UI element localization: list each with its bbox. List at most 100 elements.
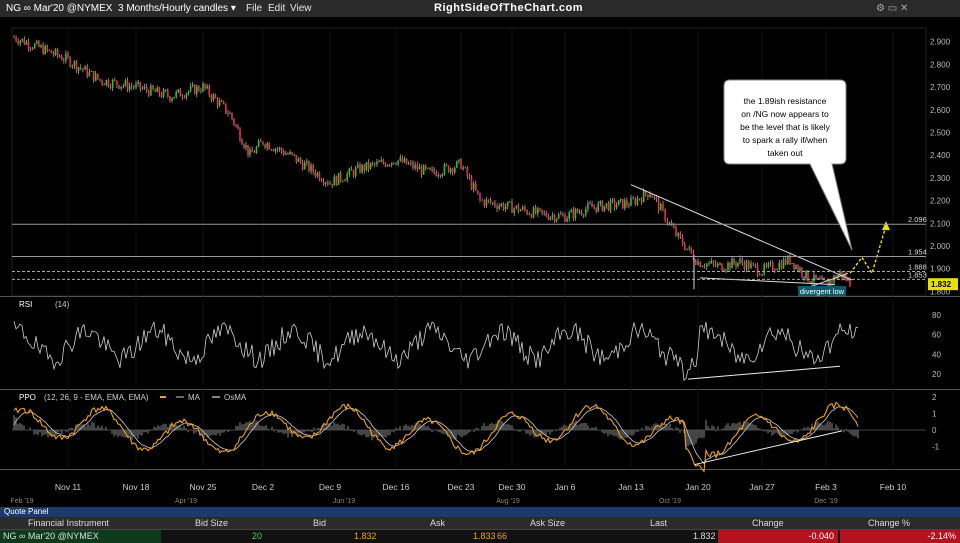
x-tick-label-12: Feb 3	[815, 482, 837, 492]
candle-body-246	[530, 214, 533, 218]
candle-body-28	[71, 65, 74, 67]
osma-bar-284	[283, 430, 285, 435]
candle-body-178	[386, 164, 389, 167]
osma-bar-632	[631, 430, 633, 436]
osma-bar-820	[819, 423, 821, 430]
osma-bar-404	[403, 425, 405, 430]
candle-body-309	[662, 204, 664, 210]
candle-body-121	[266, 143, 268, 148]
candle-body-82	[185, 93, 188, 98]
candle-body-354	[759, 274, 761, 276]
candle-body-90	[202, 83, 204, 92]
osma-bar-582	[581, 423, 583, 430]
candle-body-73	[167, 91, 169, 97]
col-ask-size: Ask Size	[530, 518, 566, 528]
candle-body-238	[513, 208, 515, 213]
candle-body-273	[587, 203, 589, 210]
candle-body-33	[82, 68, 84, 70]
candle-body-255	[549, 216, 552, 220]
menu-edit[interactable]: Edit	[268, 3, 286, 14]
menu-view[interactable]: View	[290, 3, 312, 14]
osma-bar-450	[449, 430, 451, 437]
candle-body-368	[789, 255, 791, 264]
osma-bar-348	[347, 425, 349, 430]
window-controls-icon[interactable]: ⚙ ▭ ✕	[876, 3, 909, 14]
rsi-tick-label-1: 60	[932, 331, 941, 340]
candle-body-4	[21, 38, 24, 41]
candle-body-170	[369, 163, 372, 169]
osma-bar-476	[475, 427, 477, 430]
candle-body-147	[320, 179, 323, 182]
candle-body-212	[458, 159, 460, 162]
row-change: -0.040	[718, 530, 838, 543]
osma-bar-242	[241, 424, 243, 430]
osma-bar-798	[797, 430, 799, 433]
candle-body-293	[628, 205, 630, 207]
osma-bar-376	[375, 430, 377, 436]
osma-bar-286	[285, 430, 287, 434]
candle-body-108	[239, 128, 241, 141]
symbol-selector[interactable]: NG ∞ Mar'20 @NYMEX	[6, 3, 113, 14]
candle-body-339	[727, 262, 729, 270]
osma-bar-686	[685, 430, 687, 450]
price-tick-label-8: 2.100	[930, 219, 951, 228]
candle-body-265	[570, 209, 573, 213]
candle-body-220	[474, 183, 477, 191]
candle-body-289	[619, 199, 622, 201]
candle-body-218	[470, 177, 473, 190]
candle-body-22	[58, 55, 61, 57]
candle-body-155	[337, 172, 340, 185]
osma-bar-522	[521, 429, 523, 430]
brand-watermark: RightSideOfTheChart.com	[434, 2, 584, 14]
osma-bar-462	[461, 430, 463, 438]
menu-file[interactable]: File	[246, 3, 263, 14]
candle-body-56	[130, 85, 133, 87]
candle-body-27	[69, 56, 71, 67]
price-tick-label-3: 2.600	[930, 106, 951, 115]
ma-legend: MA	[188, 393, 201, 402]
osma-bar-362	[361, 430, 363, 436]
osma-bar-58	[57, 430, 59, 433]
candle-body-228	[492, 202, 494, 204]
osma-bar-730	[729, 426, 731, 430]
osma-bar-668	[667, 425, 669, 430]
candle-body-287	[615, 205, 618, 208]
candle-body-240	[517, 205, 520, 212]
osma-bar-16	[15, 417, 17, 430]
osma-bar-354	[353, 430, 355, 433]
candle-body-342	[733, 258, 735, 264]
osma-bar-316	[315, 429, 317, 430]
candle-body-20	[54, 49, 57, 55]
candle-body-106	[235, 124, 237, 126]
osma-bar-664	[663, 427, 665, 430]
candle-body-277	[595, 207, 597, 212]
osma-bar-718	[717, 426, 719, 430]
candle-body-326	[699, 261, 701, 267]
osma-bar-428	[427, 425, 429, 430]
candle-body-143	[312, 164, 314, 172]
osma-bar-470	[469, 430, 471, 432]
osma-bar-210	[209, 430, 211, 436]
candle-body-18	[50, 50, 53, 54]
x-tick-year-label-0: Feb '19	[10, 498, 33, 505]
osma-bar-208	[207, 430, 209, 438]
candle-body-141	[308, 161, 310, 172]
osma-bar-104	[103, 429, 105, 430]
candle-body-187	[405, 158, 408, 165]
quote-row[interactable]: NG ∞ Mar'20 @NYMEX 20 1.832 1.833 66 1.8…	[0, 530, 960, 543]
candle-body-158	[344, 180, 346, 182]
candle-body-315	[675, 227, 677, 237]
candle-body-283	[607, 203, 610, 211]
osma-bar-488	[487, 425, 489, 430]
downtrend-line	[630, 184, 853, 281]
osma-bar-276	[275, 429, 277, 430]
osma-bar-732	[731, 423, 733, 430]
candle-body-312	[668, 222, 671, 224]
osma-bar-684	[683, 430, 685, 434]
osma-bar-168	[167, 426, 169, 430]
osma-bar-312	[311, 430, 313, 432]
level-label-1.853: 1.853	[908, 270, 927, 279]
interval-selector[interactable]: 3 Months/Hourly candles ▾	[118, 3, 236, 14]
row-ask: 1.833	[473, 531, 496, 541]
candle-body-185	[401, 157, 404, 163]
